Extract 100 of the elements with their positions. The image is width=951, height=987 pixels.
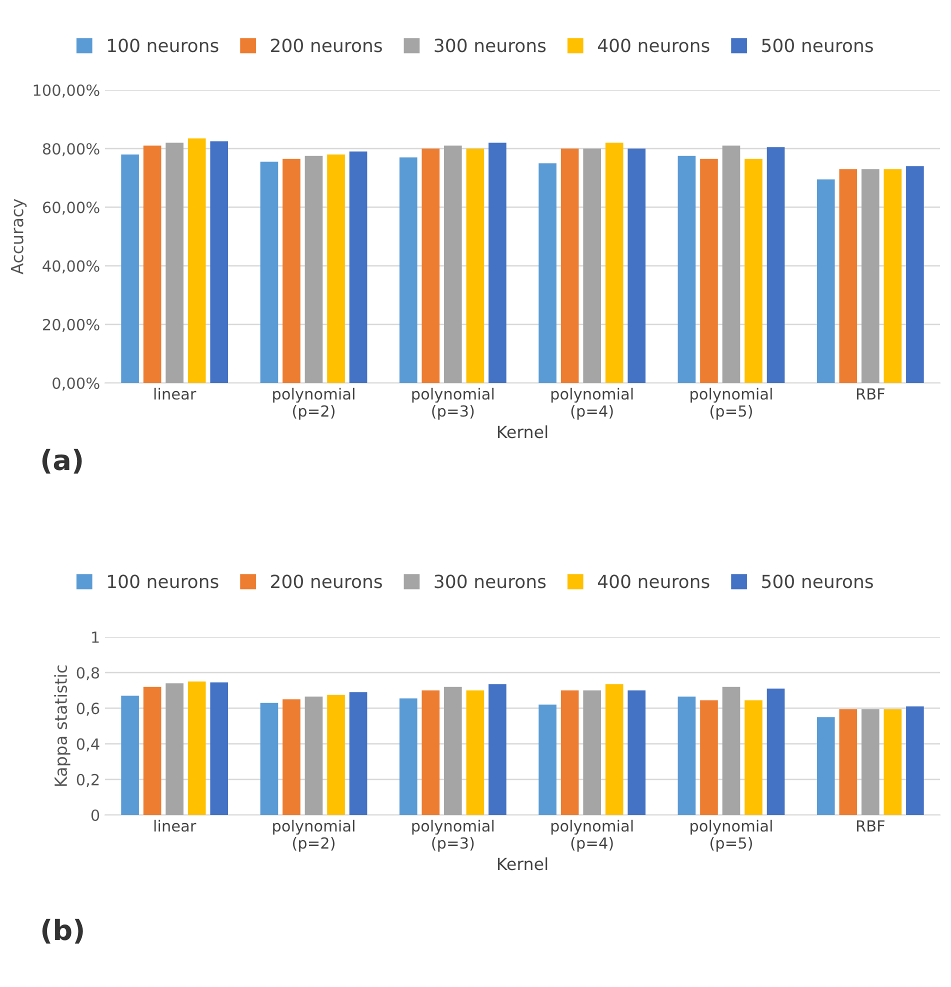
y-axis-title: Accuracy	[10, 198, 27, 274]
legend-label: 300 neurons	[434, 574, 546, 588]
bar	[282, 699, 300, 815]
legend-label: 500 neurons	[762, 38, 873, 52]
x-axis-title: Kernel	[498, 857, 548, 870]
bar	[678, 156, 696, 383]
x-tick-label: RBF	[856, 820, 884, 832]
bar	[327, 694, 345, 815]
bar	[399, 698, 418, 815]
bar	[488, 142, 506, 383]
bar	[628, 148, 646, 383]
bar	[583, 148, 601, 383]
bar	[349, 692, 368, 815]
bar	[210, 141, 228, 383]
bar	[327, 154, 345, 383]
legend-label: 500 neurons	[762, 574, 873, 588]
y-tick-label: 60,00%	[42, 202, 100, 215]
legend-label: 400 neurons	[598, 38, 710, 52]
bar	[744, 700, 762, 815]
y-tick-label: 80,00%	[42, 143, 100, 156]
bar	[700, 700, 718, 815]
bar	[304, 156, 323, 383]
bar	[560, 690, 579, 815]
bar	[884, 709, 902, 815]
y-tick-label: 20,00%	[43, 318, 100, 332]
bar	[906, 166, 924, 383]
x-tick-label: polynomial (p=2)	[273, 388, 354, 420]
bar	[143, 686, 162, 815]
y-tick-label: 0	[91, 809, 100, 822]
bar	[349, 152, 368, 383]
x-tick-label: polynomial (p=3)	[412, 820, 494, 852]
bar	[700, 158, 718, 383]
y-tick-label: 100,00%	[34, 84, 100, 98]
bar	[628, 690, 646, 815]
bar	[466, 148, 484, 383]
bar	[839, 169, 858, 383]
bar	[744, 158, 762, 383]
bar	[678, 696, 696, 815]
bar	[166, 683, 184, 815]
text: (b)	[42, 918, 83, 944]
y-tick-label: 0,4	[76, 738, 100, 752]
bar	[862, 169, 880, 383]
bar	[260, 702, 278, 815]
bar	[444, 146, 462, 383]
bar	[538, 163, 556, 383]
bar	[422, 690, 440, 815]
x-tick-label: linear	[154, 388, 196, 400]
text: (a)	[42, 448, 82, 474]
bar	[166, 142, 184, 383]
y-tick-label: 0,2	[76, 774, 99, 787]
bar	[722, 686, 740, 815]
bar	[121, 696, 139, 815]
bar	[884, 169, 902, 383]
y-tick-label: 40,00%	[42, 260, 100, 274]
legend-label: 300 neurons	[434, 38, 546, 52]
bar	[766, 147, 785, 383]
x-tick-label: polynomial (p=4)	[551, 388, 633, 420]
bar	[304, 696, 323, 815]
x-tick-label: polynomial (p=5)	[690, 820, 772, 852]
bar	[839, 709, 858, 815]
bar	[605, 684, 624, 815]
x-tick-label: polynomial (p=3)	[412, 388, 494, 420]
y-tick-label: 0,00%	[52, 377, 100, 391]
bar	[538, 704, 556, 815]
legend-label: 200 neurons	[271, 574, 382, 588]
bar	[862, 709, 880, 815]
legend-label: 100 neurons	[108, 574, 218, 588]
bar	[722, 146, 740, 383]
bar	[399, 157, 418, 383]
bar	[121, 154, 139, 383]
bar	[422, 148, 440, 383]
bar	[488, 684, 506, 815]
bar	[605, 142, 624, 383]
bar	[444, 686, 462, 815]
bar	[816, 717, 835, 815]
x-tick-label: polynomial (p=2)	[273, 820, 354, 852]
bar	[466, 690, 484, 815]
bar	[188, 682, 206, 815]
y-tick-label: 0,6	[76, 702, 100, 716]
bar	[210, 682, 228, 815]
legend-label: 200 neurons	[271, 38, 382, 52]
legend-label: 400 neurons	[598, 574, 710, 588]
y-axis-title: Kappa statistic	[54, 665, 70, 786]
bar	[906, 706, 924, 815]
bar	[766, 688, 785, 815]
y-tick-label: 1	[92, 632, 99, 643]
bar	[260, 162, 278, 383]
bar	[560, 148, 579, 383]
bar	[583, 690, 601, 815]
bar	[282, 158, 300, 383]
y-tick-label: 0,8	[76, 667, 100, 680]
x-tick-label: RBF	[856, 388, 884, 400]
x-axis-title: Kernel	[498, 425, 548, 438]
legend-label: 100 neurons	[108, 38, 218, 52]
x-tick-label: linear	[154, 820, 196, 832]
bar	[816, 179, 835, 383]
x-tick-label: polynomial (p=5)	[690, 388, 772, 420]
bar	[143, 146, 162, 383]
bar	[188, 138, 206, 383]
x-tick-label: polynomial (p=4)	[551, 820, 633, 852]
